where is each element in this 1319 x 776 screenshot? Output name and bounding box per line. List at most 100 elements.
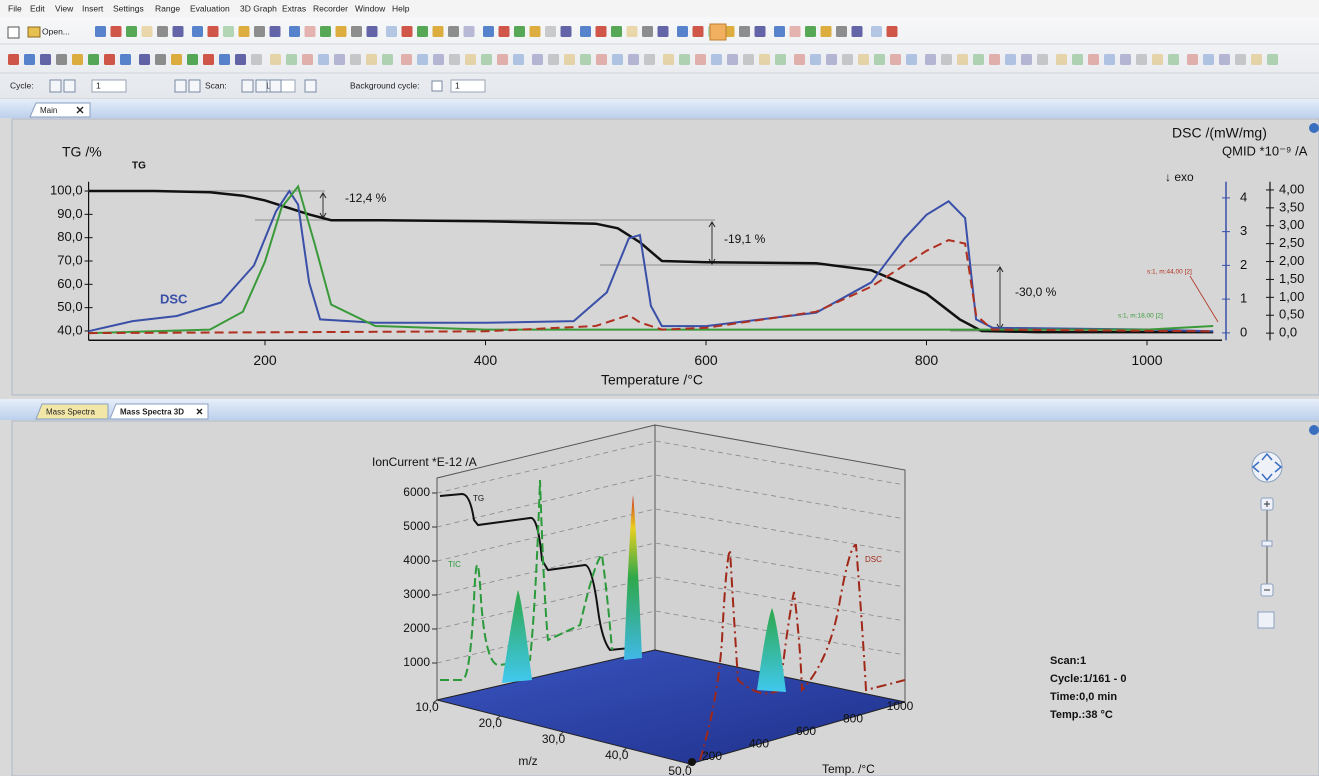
icon[interactable] (595, 26, 607, 37)
icon[interactable] (657, 26, 669, 37)
menu-item[interactable]: Edit (30, 3, 45, 13)
icon[interactable] (663, 54, 674, 65)
tab[interactable] (35, 403, 109, 420)
nav-button[interactable] (49, 79, 62, 93)
icon[interactable] (886, 26, 898, 37)
icon[interactable] (187, 54, 198, 65)
icon[interactable] (334, 54, 345, 65)
menu-item[interactable]: Recorder (313, 3, 348, 13)
nav-button[interactable] (174, 79, 187, 93)
icon[interactable] (219, 54, 230, 65)
menu-item[interactable]: Window (355, 3, 386, 13)
icon[interactable] (560, 26, 572, 37)
icon[interactable] (548, 54, 559, 65)
nav-button[interactable] (188, 79, 201, 93)
icon[interactable] (139, 54, 150, 65)
icon[interactable] (401, 26, 413, 37)
icon[interactable] (251, 54, 262, 65)
icon[interactable] (141, 26, 153, 37)
icon[interactable] (171, 54, 182, 65)
icon[interactable] (628, 54, 639, 65)
icon[interactable] (1088, 54, 1099, 65)
icon[interactable] (401, 54, 412, 65)
icon[interactable] (203, 54, 214, 65)
icon[interactable] (626, 26, 638, 37)
icon[interactable] (1219, 54, 1230, 65)
menu-item[interactable]: Range (155, 3, 180, 13)
icon[interactable] (1235, 54, 1246, 65)
icon[interactable] (513, 54, 524, 65)
icon[interactable] (1152, 54, 1163, 65)
icon[interactable] (1021, 54, 1032, 65)
icon[interactable] (238, 26, 250, 37)
fit-view[interactable] (1257, 611, 1275, 629)
icon[interactable] (957, 54, 968, 65)
icon[interactable] (836, 26, 847, 37)
icon[interactable] (465, 54, 476, 65)
icon[interactable] (289, 26, 300, 37)
icon[interactable] (192, 26, 203, 37)
icon[interactable] (126, 26, 137, 37)
icon[interactable] (596, 54, 607, 65)
icon[interactable] (727, 54, 738, 65)
help-icon[interactable] (1309, 123, 1319, 133)
icon[interactable] (320, 26, 331, 37)
tab-label[interactable]: Mass Spectra (46, 408, 95, 417)
tab-label[interactable]: Main (40, 106, 57, 115)
icon[interactable] (794, 54, 805, 65)
icon[interactable] (529, 26, 541, 37)
icon[interactable] (302, 54, 313, 65)
icon[interactable] (1136, 54, 1147, 65)
icon[interactable] (24, 54, 35, 65)
icon[interactable] (1005, 54, 1016, 65)
icon[interactable] (642, 26, 653, 37)
icon-active[interactable] (709, 23, 727, 41)
icon[interactable] (851, 26, 863, 37)
icon[interactable] (1187, 54, 1198, 65)
icon[interactable] (871, 26, 882, 37)
icon[interactable] (925, 54, 936, 65)
icon[interactable] (759, 54, 770, 65)
icon[interactable] (677, 26, 688, 37)
icon[interactable] (318, 54, 329, 65)
icon[interactable] (72, 54, 83, 65)
icon[interactable] (1104, 54, 1115, 65)
nav-button[interactable] (255, 79, 268, 93)
help-icon[interactable] (1309, 425, 1319, 435)
icon[interactable] (739, 26, 750, 37)
icon[interactable] (207, 26, 219, 37)
icon[interactable] (463, 26, 475, 37)
icon[interactable] (1072, 54, 1083, 65)
nav-button[interactable] (241, 79, 254, 93)
spin-box[interactable] (450, 79, 486, 93)
icon[interactable] (286, 54, 297, 65)
icon[interactable] (754, 26, 766, 37)
rotate-control[interactable] (1251, 451, 1283, 483)
icon[interactable] (973, 54, 984, 65)
icon[interactable] (580, 54, 591, 65)
icon[interactable] (810, 54, 821, 65)
icon[interactable] (692, 26, 704, 37)
icon[interactable] (775, 54, 786, 65)
icon[interactable] (1120, 54, 1131, 65)
icon[interactable] (1251, 54, 1262, 65)
icon[interactable] (254, 26, 265, 37)
icon[interactable] (1203, 54, 1214, 65)
icon[interactable] (351, 26, 362, 37)
icon[interactable] (743, 54, 754, 65)
icon[interactable] (774, 26, 785, 37)
nav-button[interactable] (63, 79, 76, 93)
spin-value[interactable]: 1 (96, 80, 101, 90)
icon[interactable] (612, 54, 623, 65)
icon[interactable] (564, 54, 575, 65)
tab-close[interactable] (196, 408, 203, 415)
icon[interactable] (172, 26, 184, 37)
icon[interactable] (890, 54, 901, 65)
icon[interactable] (820, 26, 832, 37)
icon[interactable] (611, 26, 622, 37)
icon[interactable] (235, 54, 246, 65)
icon[interactable] (448, 26, 459, 37)
icon[interactable] (805, 26, 816, 37)
icon[interactable] (580, 26, 591, 37)
menu-item[interactable]: Evaluation (190, 3, 230, 13)
